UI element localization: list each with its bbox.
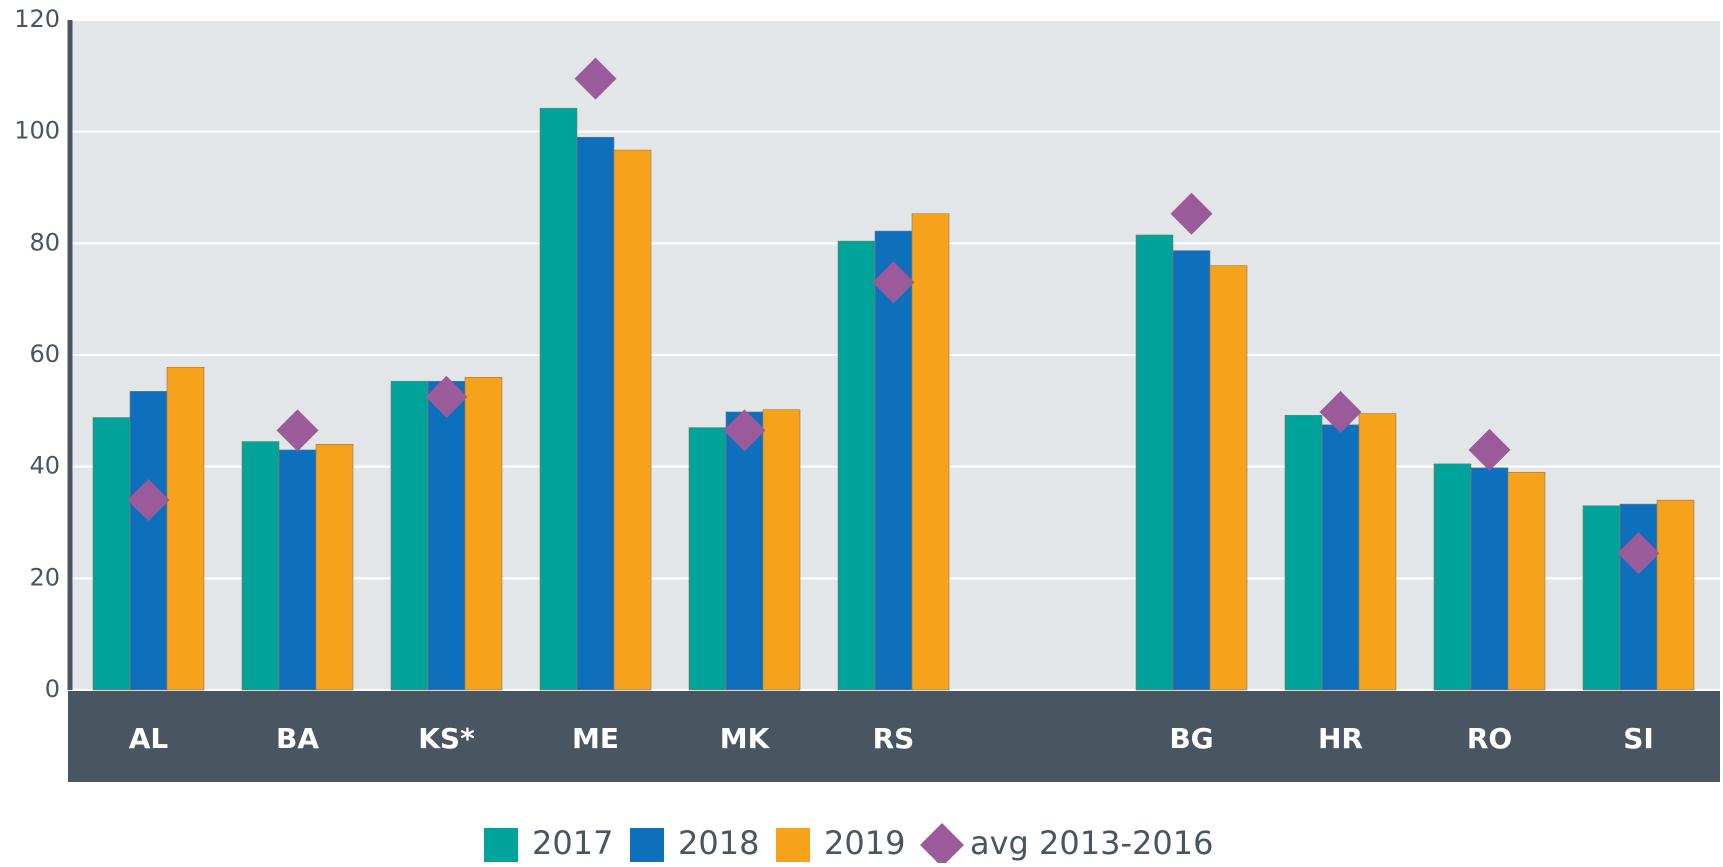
y-tick-label: 80 xyxy=(29,228,60,256)
marker xyxy=(723,409,766,452)
x-tick-label: ME xyxy=(572,722,619,755)
category-band xyxy=(68,690,1720,782)
y-tick-label: 60 xyxy=(29,340,60,368)
bar xyxy=(278,449,317,691)
marker xyxy=(425,375,468,418)
y-tick-label: 20 xyxy=(29,563,60,591)
bar xyxy=(1433,463,1472,691)
legend-label: 2017 xyxy=(532,824,613,862)
x-tick-label: BG xyxy=(1169,722,1213,755)
x-tick-label: AL xyxy=(129,722,169,755)
y-tick-label: 40 xyxy=(29,452,60,480)
bar xyxy=(1358,413,1397,691)
x-tick-label: BA xyxy=(276,722,319,755)
bar xyxy=(1209,265,1248,691)
x-tick-label: KS* xyxy=(418,722,475,755)
legend-swatch xyxy=(630,828,664,862)
bar xyxy=(1656,499,1695,691)
bar xyxy=(1135,234,1174,691)
bar xyxy=(1321,424,1360,691)
bar xyxy=(837,240,876,691)
marker xyxy=(1319,390,1362,433)
bar xyxy=(129,390,168,691)
marker xyxy=(1617,532,1660,575)
x-tick-label: HR xyxy=(1318,722,1363,755)
x-tick-label: RO xyxy=(1467,722,1512,755)
bar xyxy=(576,136,615,691)
marker xyxy=(127,479,170,522)
legend-label: 2019 xyxy=(824,824,905,862)
bar xyxy=(688,427,727,691)
bar xyxy=(427,380,466,691)
bar xyxy=(166,366,205,691)
marker xyxy=(276,409,319,452)
marker xyxy=(872,261,915,304)
bar xyxy=(613,149,652,691)
bar xyxy=(464,377,503,691)
legend-label: 2018 xyxy=(678,824,759,862)
bar xyxy=(762,409,801,691)
legend-swatch xyxy=(920,823,964,867)
bar xyxy=(539,107,578,691)
x-tick-label: RS xyxy=(873,722,915,755)
bar xyxy=(911,213,950,691)
legend-label: avg 2013-2016 xyxy=(970,824,1213,862)
marker xyxy=(574,57,617,100)
x-tick-label: MK xyxy=(720,722,771,755)
x-tick-label: SI xyxy=(1623,722,1654,755)
y-tick-label: 0 xyxy=(45,675,60,703)
bar xyxy=(241,441,280,691)
legend-swatch xyxy=(776,828,810,862)
y-tick-label: 120 xyxy=(14,5,60,33)
bar xyxy=(390,380,429,691)
legend-swatch xyxy=(484,828,518,862)
bar xyxy=(315,444,354,691)
bar xyxy=(1507,471,1546,691)
bar xyxy=(92,417,131,691)
marker xyxy=(1468,428,1511,471)
bar xyxy=(1619,503,1658,691)
bar xyxy=(725,411,764,691)
bar xyxy=(1172,250,1211,691)
marker xyxy=(1170,192,1213,235)
bar xyxy=(1284,414,1323,691)
bar xyxy=(1470,467,1509,691)
y-tick-label: 100 xyxy=(14,117,60,145)
bar xyxy=(1582,505,1621,691)
